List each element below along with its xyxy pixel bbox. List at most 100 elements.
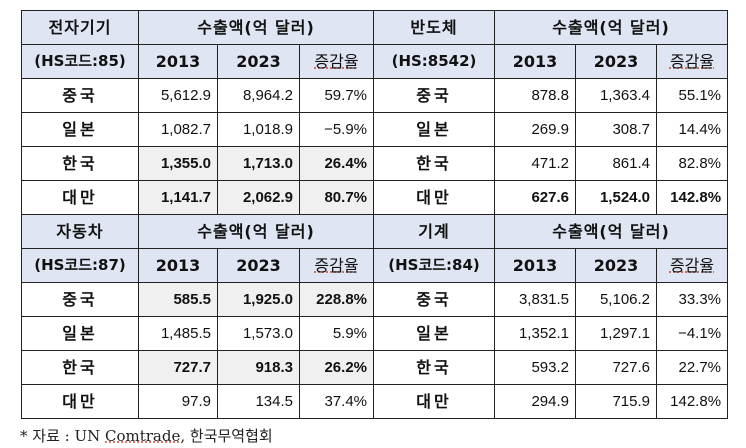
change-rate: 142.8%	[656, 180, 729, 215]
country-name: 대만	[21, 180, 139, 215]
source-prefix: * 자료 : UN	[20, 427, 105, 445]
value-2013: 269.9	[494, 112, 577, 147]
export-amount-header: 수출액(억 달러)	[494, 10, 729, 45]
value-2023: 2,062.9	[217, 180, 300, 215]
value-2013: 585.5	[138, 282, 218, 317]
country-name: 한국	[21, 350, 139, 385]
value-2013: 1,082.7	[138, 112, 218, 147]
table-row: 대만 1,141.7 2,062.9 80.7% 대만 627.6 1,524.0 142.8…	[21, 180, 729, 215]
hs-code: (HS코드:87)	[21, 248, 139, 283]
change-rate: −5.9%	[298, 112, 375, 147]
header-row-title: 자동차 수출액(억 달러) 기계 수출액(억 달러)	[21, 214, 729, 249]
change-rate: 80.7%	[298, 180, 375, 215]
change-rate: −4.1%	[656, 316, 729, 351]
value-2013: 1,141.7	[138, 180, 218, 215]
value-2023: 1,524.0	[575, 180, 658, 215]
year-2023-header: 2023	[575, 248, 658, 283]
value-2023: 1,297.1	[575, 316, 658, 351]
value-2023: 1,363.4	[575, 78, 658, 113]
country-name: 대만	[373, 384, 496, 419]
header-row-title: 전자기기 수출액(억 달러) 반도체 수출액(억 달러)	[21, 10, 729, 45]
table-row: 대만 97.9 134.5 37.4% 대만 294.9 715.9 142.8%	[21, 384, 729, 419]
country-name: 일본	[373, 112, 496, 147]
change-rate: 59.7%	[298, 78, 375, 113]
change-rate-label: 증감율	[314, 255, 359, 275]
value-2023: 1,925.0	[217, 282, 300, 317]
header-row-years: (HS코드:87) 2013 2023 증감율 (HS코드:84) 2013 2023 증감율	[21, 248, 729, 283]
table-row: 중국 585.5 1,925.0 228.8% 중국 3,831.5 5,106.2 33.3…	[21, 282, 729, 317]
change-rate: 14.4%	[656, 112, 729, 147]
country-name: 대만	[21, 384, 139, 419]
year-2023-header: 2023	[217, 44, 300, 79]
country-name: 중국	[373, 282, 496, 317]
value-2013: 97.9	[138, 384, 218, 419]
change-rate-label: 증감율	[669, 51, 715, 71]
export-amount-header: 수출액(억 달러)	[494, 214, 729, 249]
category-name: 전자기기	[21, 10, 139, 45]
value-2023: 1,018.9	[217, 112, 300, 147]
value-2023: 8,964.2	[217, 78, 300, 113]
year-2023-header: 2023	[575, 44, 658, 79]
value-2013: 1,355.0	[138, 146, 218, 181]
value-2013: 727.7	[138, 350, 218, 385]
change-rate: 26.4%	[298, 146, 375, 181]
change-rate-header: 증감율	[298, 44, 375, 79]
value-2023: 1,713.0	[217, 146, 300, 181]
change-rate: 37.4%	[298, 384, 375, 419]
change-rate: 26.2%	[298, 350, 375, 385]
category-name: 반도체	[373, 10, 496, 45]
country-name: 한국	[373, 146, 496, 181]
table-row: 중국 5,612.9 8,964.2 59.7% 중국 878.8 1,363.4 55.1%	[21, 78, 729, 113]
table-row: 일본 1,082.7 1,018.9 −5.9% 일본 269.9 308.7 14.4%	[21, 112, 729, 147]
year-2013-header: 2013	[138, 248, 218, 283]
value-2023: 918.3	[217, 350, 300, 385]
hs-code: (HS코드:84)	[373, 248, 496, 283]
table-row: 한국 1,355.0 1,713.0 26.4% 한국 471.2 861.4 82.8%	[21, 146, 729, 181]
value-2013: 294.9	[494, 384, 577, 419]
year-2013-header: 2013	[494, 248, 577, 283]
change-rate-label: 증감율	[314, 51, 359, 71]
value-2013: 1,485.5	[138, 316, 218, 351]
value-2023: 861.4	[575, 146, 658, 181]
year-2023-header: 2023	[217, 248, 300, 283]
source-suffix: , 한국무역협회	[180, 427, 273, 445]
change-rate: 82.8%	[656, 146, 729, 181]
value-2013: 627.6	[494, 180, 577, 215]
export-amount-header: 수출액(억 달러)	[137, 10, 375, 45]
value-2013: 878.8	[494, 78, 577, 113]
change-rate-label: 증감율	[669, 255, 715, 275]
change-rate: 33.3%	[656, 282, 729, 317]
category-name: 자동차	[21, 214, 139, 249]
header-row-years: (HS코드:85) 2013 2023 증감율 (HS:8542) 2013 2023 증감율	[21, 44, 729, 79]
change-rate: 5.9%	[298, 316, 375, 351]
country-name: 한국	[21, 146, 139, 181]
country-name: 대만	[373, 180, 496, 215]
value-2013: 3,831.5	[494, 282, 577, 317]
country-name: 일본	[21, 316, 139, 351]
year-2013-header: 2013	[138, 44, 218, 79]
value-2013: 593.2	[494, 350, 577, 385]
change-rate-header: 증감율	[298, 248, 375, 283]
value-2023: 1,573.0	[217, 316, 300, 351]
change-rate-header: 증감율	[656, 248, 729, 283]
change-rate: 228.8%	[298, 282, 375, 317]
country-name: 일본	[373, 316, 496, 351]
value-2013: 471.2	[494, 146, 577, 181]
value-2023: 715.9	[575, 384, 658, 419]
value-2023: 5,106.2	[575, 282, 658, 317]
source-comtrade: Comtrade	[105, 427, 181, 445]
country-name: 중국	[21, 282, 139, 317]
value-2023: 308.7	[575, 112, 658, 147]
change-rate: 142.8%	[656, 384, 729, 419]
value-2023: 134.5	[217, 384, 300, 419]
export-comparison-table: 전자기기 수출액(억 달러) 반도체 수출액(억 달러) (HS코드:85) 2013 20…	[21, 10, 729, 419]
country-name: 한국	[373, 350, 496, 385]
value-2013: 5,612.9	[138, 78, 218, 113]
source-note: * 자료 : UN Comtrade, 한국무역협회	[20, 425, 273, 446]
export-amount-header: 수출액(억 달러)	[137, 214, 375, 249]
table-row: 일본 1,485.5 1,573.0 5.9% 일본 1,352.1 1,297.1 −4.1…	[21, 316, 729, 351]
hs-code: (HS:8542)	[373, 44, 496, 79]
country-name: 중국	[21, 78, 139, 113]
category-name: 기계	[373, 214, 496, 249]
table-row: 한국 727.7 918.3 26.2% 한국 593.2 727.6 22.7%	[21, 350, 729, 385]
